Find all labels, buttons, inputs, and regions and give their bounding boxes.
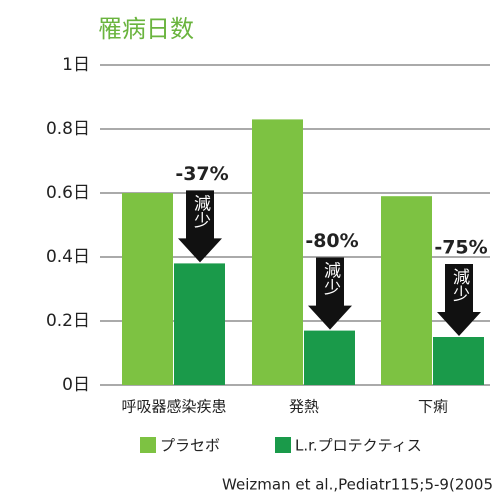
- annotation: -75%: [434, 237, 487, 259]
- arrow: [308, 257, 352, 330]
- chart-title: 罹病日数: [98, 15, 194, 43]
- y-tick-label: 0.6日: [46, 183, 90, 203]
- y-tick-label: 0.2日: [46, 311, 90, 331]
- y-tick-label: 0.8日: [46, 119, 90, 139]
- legend-swatch: [275, 437, 291, 453]
- x-tick-label: 下痢: [418, 398, 448, 416]
- y-tick-label: 0.4日: [46, 247, 90, 267]
- x-tick-label: 呼吸器感染疾患: [121, 398, 226, 416]
- bar: [174, 263, 225, 385]
- legend-swatch: [140, 437, 156, 453]
- legend-label: プラセボ: [160, 437, 220, 455]
- x-tick-label: 発熱: [289, 398, 319, 416]
- bar: [304, 330, 355, 385]
- arrow: [178, 190, 222, 263]
- bar: [252, 119, 303, 386]
- legend-label: L.r.プロテクティス: [295, 437, 422, 455]
- bar: [122, 193, 173, 385]
- annotation: -80%: [305, 230, 358, 252]
- arrow-label: 減少: [449, 268, 470, 302]
- bar: [433, 337, 484, 385]
- arrow-label: 減少: [190, 194, 211, 228]
- source: Weizman et al.,Pediatr115;5-9(2005: [222, 476, 493, 494]
- bar: [381, 196, 432, 385]
- y-tick-label: 0日: [62, 375, 90, 395]
- arrow: [437, 264, 481, 336]
- annotation: -37%: [175, 163, 228, 185]
- arrow-label: 減少: [320, 262, 341, 296]
- y-tick-label: 1日: [62, 55, 90, 75]
